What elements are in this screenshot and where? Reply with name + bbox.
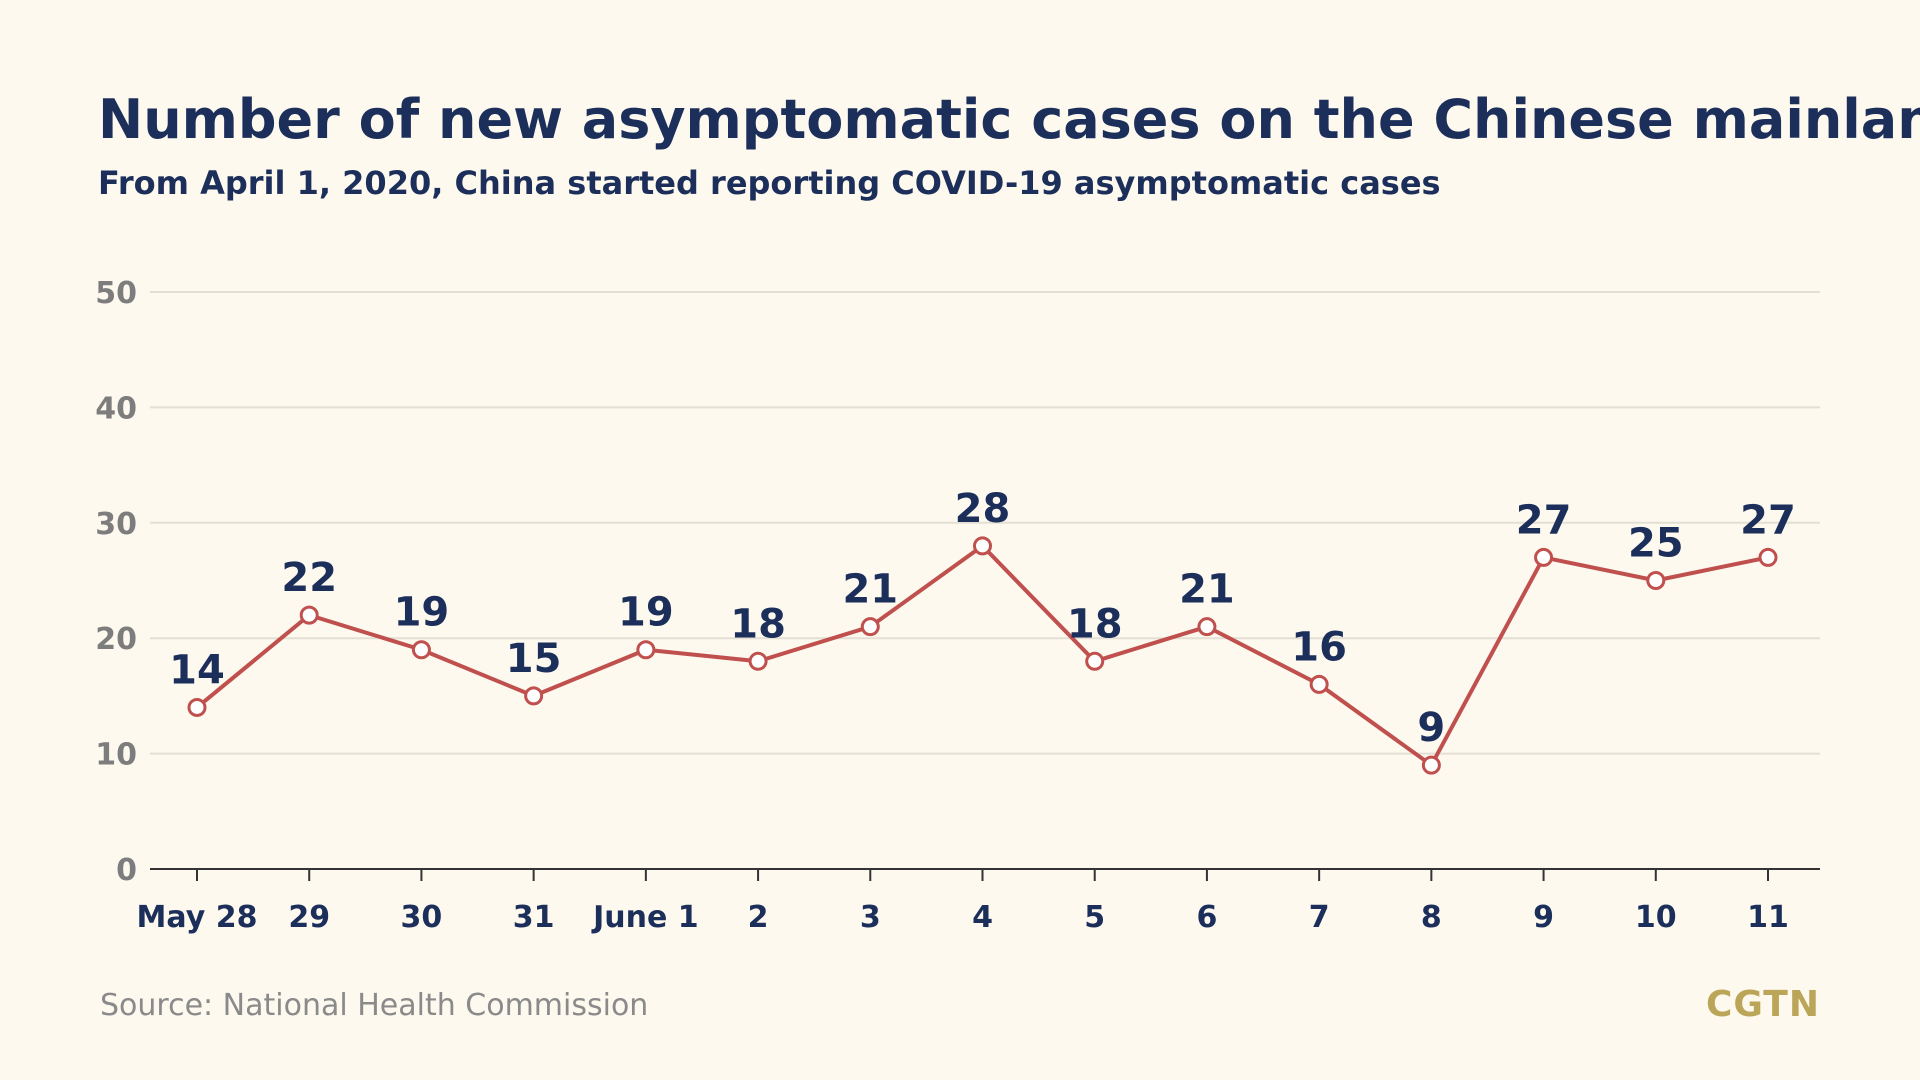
- grid-lines: [150, 291, 1820, 755]
- data-point: [1421, 755, 1441, 775]
- data-point: [524, 686, 544, 706]
- data-label: 18: [1067, 601, 1123, 647]
- chart-subtitle: From April 1, 2020, China started report…: [98, 164, 1441, 202]
- data-label: 18: [730, 601, 786, 647]
- data-label: 28: [955, 486, 1011, 532]
- y-axis: 0 10 20 30 40 50: [95, 276, 137, 888]
- x-tick-label: 30: [401, 900, 443, 935]
- data-point: [860, 617, 880, 637]
- x-tick-label: 10: [1635, 900, 1677, 935]
- x-tick-label: 7: [1309, 900, 1330, 935]
- x-tick-label: 6: [1196, 900, 1217, 935]
- x-tick-label: 9: [1533, 900, 1554, 935]
- data-point: [1085, 651, 1105, 671]
- data-label: 14: [169, 647, 225, 693]
- data-label: 25: [1628, 521, 1684, 567]
- y-tick-label: 10: [95, 738, 137, 773]
- series-polyline: [195, 543, 1769, 768]
- data-point: [187, 697, 207, 717]
- x-tick-label: June 1: [591, 900, 699, 935]
- y-tick-label: 0: [116, 853, 137, 888]
- data-point: [1534, 547, 1554, 567]
- chart-title: Number of new asymptomatic cases on the …: [98, 88, 1920, 151]
- data-label: 19: [394, 590, 450, 636]
- y-tick-label: 50: [95, 276, 137, 311]
- data-label: 27: [1516, 497, 1572, 543]
- data-label: 9: [1417, 705, 1445, 751]
- data-label: 16: [1291, 624, 1347, 670]
- x-tick-label: 2: [748, 900, 769, 935]
- cgtn-logo: CGTN: [1705, 984, 1820, 1025]
- x-tick-label: 31: [513, 900, 555, 935]
- x-tick-label: 11: [1747, 900, 1789, 935]
- data-point: [1758, 547, 1778, 567]
- series-line: [187, 536, 1778, 775]
- source-note: Source: National Health Commission: [100, 988, 649, 1023]
- data-label: 21: [1179, 567, 1235, 613]
- data-point: [411, 640, 431, 660]
- data-label: 27: [1740, 497, 1796, 543]
- data-label: 21: [842, 567, 898, 613]
- x-tick-label: 29: [288, 900, 330, 935]
- data-point: [636, 640, 656, 660]
- y-tick-label: 20: [95, 622, 137, 657]
- data-labels: 14 22 19 15 19 18 21 28 18 21 16 9 27 25 27: [169, 486, 1796, 751]
- data-point: [1197, 617, 1217, 637]
- data-point: [1309, 674, 1329, 694]
- data-point: [748, 651, 768, 671]
- y-tick-label: 30: [95, 507, 137, 542]
- x-tick-label: 5: [1084, 900, 1105, 935]
- data-point: [973, 536, 992, 556]
- x-tick-label: 4: [972, 900, 993, 935]
- y-tick-label: 40: [95, 391, 137, 426]
- x-tick-label: 3: [860, 900, 881, 935]
- data-label: 15: [506, 636, 562, 682]
- x-axis: May 28 29 30 31 June 1 2 3 4 5 6 7 8 9 10 11: [137, 868, 1820, 935]
- data-point: [299, 605, 319, 625]
- data-label: 19: [618, 590, 674, 636]
- x-tick-label: 8: [1421, 900, 1442, 935]
- x-tick-label: May 28: [137, 900, 258, 935]
- data-point: [1646, 571, 1666, 590]
- data-label: 22: [281, 555, 337, 601]
